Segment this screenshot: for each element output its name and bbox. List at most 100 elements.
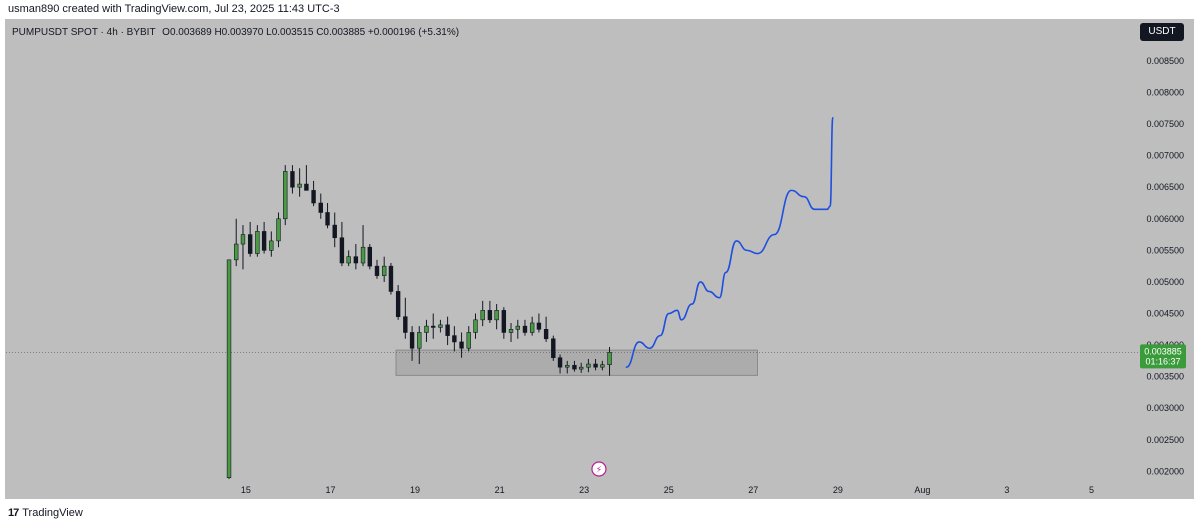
candle	[353, 244, 359, 270]
candle-body	[304, 183, 309, 191]
candle-body	[487, 310, 493, 321]
candle	[395, 285, 401, 320]
symbol-name[interactable]: PUMPUSDT SPOT	[12, 27, 98, 38]
lightning-icon: ⚡	[596, 466, 602, 476]
candle	[346, 250, 351, 267]
tradingview-logo[interactable]: 17 TradingView	[8, 507, 83, 519]
candle	[374, 259, 380, 279]
chart-area[interactable]	[5, 19, 1194, 499]
time-tick-label: 29	[833, 485, 843, 495]
candles-layer	[226, 165, 612, 479]
candle	[600, 360, 605, 371]
tradingview-logo-icon: 17	[8, 507, 19, 519]
candle-body	[276, 218, 281, 242]
candle-body	[522, 325, 528, 333]
candle-body	[311, 190, 316, 204]
candle	[304, 165, 309, 191]
separator: ·	[100, 27, 107, 38]
candle	[572, 360, 577, 372]
candle-body	[247, 234, 253, 254]
support-zone-rect	[395, 349, 758, 376]
bar-countdown: 01:16:37	[1145, 356, 1180, 366]
candle	[318, 193, 323, 219]
candle-body	[508, 328, 514, 333]
candle-body	[501, 310, 507, 333]
candle-body	[565, 364, 570, 368]
candle	[311, 180, 316, 207]
candle	[276, 212, 281, 248]
time-tick-label: 25	[664, 485, 674, 495]
time-tick-label: 3	[1004, 485, 1009, 495]
separator: ·	[120, 27, 127, 38]
time-tick-label: 19	[410, 485, 420, 495]
candle	[536, 313, 542, 333]
candle	[367, 244, 373, 270]
candle-body	[424, 325, 429, 333]
price-tick-label: 0.006000	[1146, 214, 1184, 224]
candle	[234, 218, 239, 267]
candle	[593, 358, 598, 371]
candle-body	[367, 246, 373, 267]
candle	[431, 313, 436, 339]
candle	[360, 225, 366, 267]
candle-body	[325, 212, 330, 226]
candle-body	[515, 325, 520, 330]
event-marker-icon	[591, 461, 607, 477]
event-marker-layer[interactable]: ⚡	[591, 461, 607, 477]
candle	[283, 165, 288, 226]
candle	[438, 319, 443, 333]
candle-body	[607, 352, 612, 366]
candle-body	[226, 259, 232, 478]
candle	[557, 354, 563, 374]
price-tick-label: 0.003000	[1146, 403, 1184, 413]
candle	[473, 313, 478, 339]
candle	[551, 335, 556, 361]
time-tick-label: 17	[325, 485, 335, 495]
candle-body	[466, 332, 471, 349]
time-axis[interactable]: 15 17 19 21 23 25 27 29 Aug 3 5	[241, 485, 1094, 495]
price-tick-label: 0.002000	[1146, 466, 1184, 476]
candle	[445, 316, 450, 346]
interval-label[interactable]: 4h	[106, 27, 118, 38]
candle-body	[339, 237, 345, 264]
candle	[578, 362, 584, 373]
candle-body	[374, 265, 380, 276]
candle-body	[445, 324, 450, 336]
candle-body	[283, 171, 288, 220]
candle	[501, 307, 507, 339]
candle-body	[431, 325, 436, 328]
price-tick-label: 0.008500	[1146, 56, 1184, 66]
price-tick-label: 0.007000	[1146, 151, 1184, 161]
time-tick-label: 23	[579, 485, 589, 495]
candle-body	[409, 332, 415, 349]
symbol-legend: PUMPUSDT SPOT · 4h · BYBIT O0.003689 H0.…	[12, 27, 459, 38]
candle	[255, 225, 260, 257]
candle	[269, 231, 274, 257]
price-axis[interactable]: 0.0020000.0025000.0030000.0035000.004000…	[1146, 56, 1184, 476]
tradingview-brand-text: TradingView	[22, 507, 83, 519]
candle	[529, 316, 535, 336]
candle-body	[346, 256, 351, 264]
candle-body	[417, 332, 422, 349]
candle-body	[438, 324, 443, 328]
candle	[515, 319, 520, 339]
candle	[381, 256, 387, 282]
time-tick-label: Aug	[914, 485, 930, 495]
candle-body	[261, 231, 267, 251]
candle-body	[255, 231, 260, 254]
candle-body	[452, 335, 457, 343]
candle	[480, 300, 485, 327]
candle-body	[536, 322, 542, 330]
candle	[424, 319, 429, 342]
candle	[494, 304, 499, 330]
candle	[240, 225, 246, 270]
candle	[586, 358, 591, 373]
ohlc-values: O0.003689 H0.003970 L0.003515 C0.003885 …	[162, 27, 460, 38]
candle-body	[551, 338, 556, 359]
price-tick-label: 0.006500	[1146, 182, 1184, 192]
candle	[543, 316, 549, 342]
candle-body	[353, 256, 359, 264]
currency-button[interactable]: USDT	[1140, 23, 1184, 41]
